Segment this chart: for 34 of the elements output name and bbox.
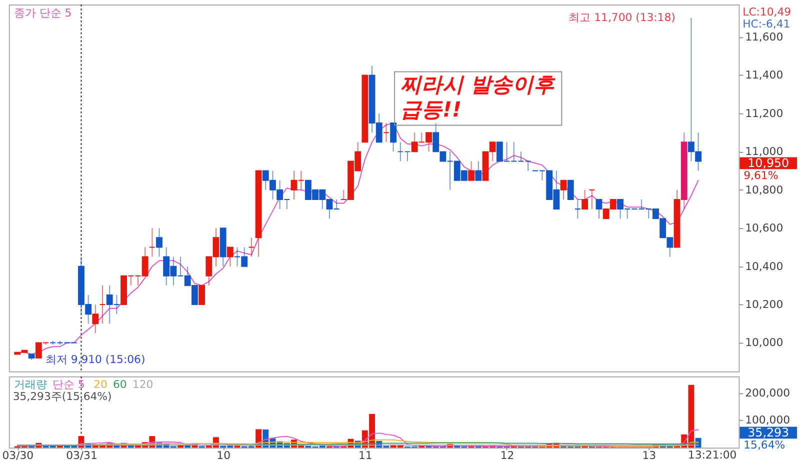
x-tick-label: 11 xyxy=(358,448,372,462)
text: 10,950 xyxy=(748,156,790,170)
x-tick-label: 03/31 xyxy=(66,448,98,462)
y-tick-label: 10,400 xyxy=(745,260,784,273)
y-tick-label: 11,400 xyxy=(745,68,784,82)
annotation: 최고 11,700 (13:18) xyxy=(568,10,676,24)
annotation: 35,293주(15,64%) xyxy=(12,390,112,404)
text: 15,64% xyxy=(744,438,786,452)
text: 35,293 xyxy=(748,426,790,440)
text: 20 xyxy=(94,378,108,392)
y-tick-label: 100,000 xyxy=(745,414,790,427)
y-tick-label: 200,000 xyxy=(745,386,790,400)
text: 9,61% xyxy=(744,169,778,182)
y-tick-label: 11,600 xyxy=(745,30,784,44)
text: LC:10,49 xyxy=(742,5,792,18)
y-tick-label: 11,000 xyxy=(745,145,784,158)
annotation: 최저 9,910 (15:06) xyxy=(45,352,146,366)
text: 120 xyxy=(132,378,154,392)
legend-title: 거래량 xyxy=(14,378,47,392)
y-tick-label: 11,200 xyxy=(745,106,784,120)
y-tick-label: 10,000 xyxy=(745,336,784,350)
text: HC:-6,41 xyxy=(742,17,790,30)
text: 단순 5 xyxy=(52,378,85,392)
text: 13:21:00 xyxy=(688,448,737,462)
x-tick-label: 12 xyxy=(500,448,514,462)
x-tick-label: 10 xyxy=(216,448,231,462)
annotation: 찌라시 발송이후 급등!! xyxy=(400,72,556,122)
x-tick-label: 13 xyxy=(642,448,656,462)
y-tick-label: 10,600 xyxy=(745,222,784,235)
y-tick-label: 10,800 xyxy=(745,183,784,196)
x-tick-label: 03/30 xyxy=(2,448,34,462)
text: 종가 단순 5 xyxy=(14,6,72,20)
text: 60 xyxy=(113,378,127,392)
y-tick-label: 10,200 xyxy=(745,298,784,312)
